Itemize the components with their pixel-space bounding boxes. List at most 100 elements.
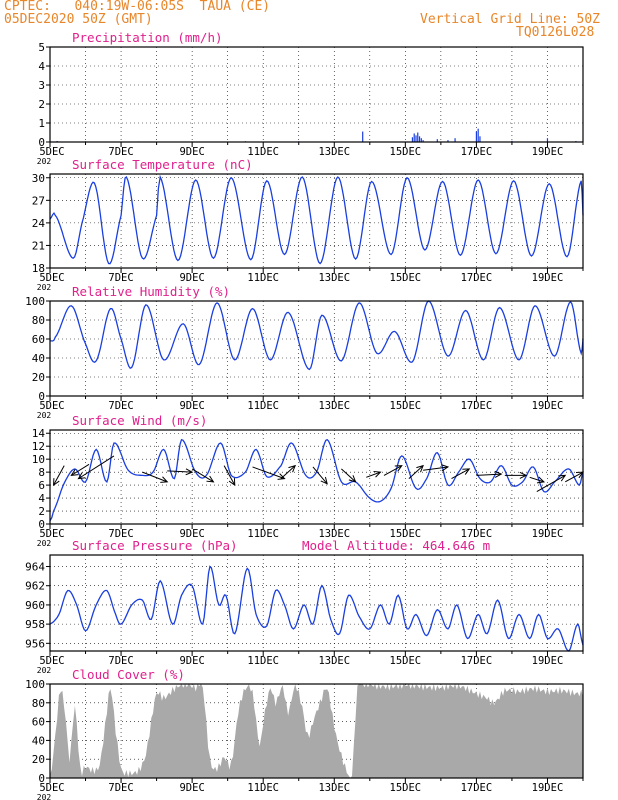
temp-xlabel-4: 13DEC [318, 272, 350, 284]
temp-series-line [49, 174, 584, 265]
wind-arrow-head-4 [185, 468, 194, 476]
wind-arrow-head-18 [536, 476, 546, 484]
wind-ylabel-5: 10 [32, 453, 45, 466]
rh-xlabel-1: 7DEC [108, 400, 133, 412]
rh-frame [49, 300, 584, 397]
precip-bar-11 [418, 136, 421, 142]
wind-arrow-shaft-2 [78, 455, 115, 480]
rh-ylabel-1: 20 [32, 371, 45, 384]
temp-year-fragment: 202 [37, 283, 52, 292]
precip-bar-13 [422, 140, 424, 142]
wind-arrow-head-12 [394, 465, 403, 472]
wind-arrow-head-15 [462, 468, 471, 475]
precip-bar-18 [477, 128, 479, 142]
rh-title: Relative Humidity (%) [72, 284, 230, 299]
cloud-xlabel-5: 15DEC [390, 782, 422, 794]
rh-xlabel-3: 11DEC [247, 400, 279, 412]
wind-frame [49, 429, 584, 525]
precip-xlabel-1: 7DEC [108, 146, 133, 158]
precip-bar-15 [447, 140, 449, 142]
precip-bar-10 [417, 132, 419, 142]
precip-bar-16 [454, 138, 456, 142]
precip-bar-21 [546, 138, 549, 142]
wind-xlabel-7: 19DEC [532, 528, 564, 540]
wind-arrow-head-13 [416, 464, 424, 473]
temp-xlabel-0: 5DEC [39, 272, 64, 284]
wind-arrow-head-11 [373, 470, 382, 478]
cloud-ylabel-3: 60 [32, 716, 45, 729]
precip-bar-9 [415, 135, 417, 142]
wind-series-line [49, 438, 584, 522]
wind-arrow-shaft-8 [280, 465, 296, 479]
header-right-1: Vertical Grid Line: 50Z [420, 12, 601, 27]
pressure-xlabel-7: 19DEC [532, 655, 564, 667]
temp-frame [49, 173, 584, 269]
pressure-xlabel-0: 5DEC [39, 655, 64, 667]
pressure-frame [49, 554, 584, 652]
pressure-xlabel-6: 17DEC [461, 655, 493, 667]
rh-xlabel-5: 15DEC [390, 400, 422, 412]
wind-arrow-shaft-12 [383, 465, 403, 476]
precip-bar-6 [362, 131, 364, 142]
cloud-year-fragment: 202 [37, 793, 52, 800]
wind-arrow-shaft-18 [529, 476, 545, 483]
precip-xlabel-7: 19DEC [532, 146, 564, 158]
pressure-ylabel-0: 956 [25, 637, 45, 650]
wind-arrow-shaft-11 [366, 471, 381, 478]
wind-arrow-head-10 [348, 475, 357, 483]
wind-arrow-head-8 [288, 464, 297, 473]
wind-arrow-head-0 [53, 478, 60, 487]
wind-xlabel-4: 13DEC [318, 528, 350, 540]
precip-xlabel-3: 11DEC [247, 146, 279, 158]
wind-arrow-shaft-20 [564, 471, 584, 483]
pressure-year-fragment: 202 [37, 666, 52, 675]
precip-xlabel-0: 5DEC [39, 146, 64, 158]
header-line-1: CPTEC: 040:19W-06:05S TAUA (CE) [4, 0, 271, 14]
rh-xlabel-6: 17DEC [461, 400, 493, 412]
pressure-ylabel-4: 964 [25, 561, 45, 574]
wind-arrow-shaft-13 [408, 465, 424, 479]
rh-year-fragment: 202 [37, 411, 52, 420]
precip-ylabel-5: 5 [38, 41, 45, 54]
pressure-xlabel-2: 9DEC [179, 655, 204, 667]
precip-xlabel-2: 9DEC [179, 146, 204, 158]
cloud-ylabel-0: 0 [38, 772, 45, 785]
wind-arrow-shaft-15 [451, 468, 470, 480]
wind-arrow-shaft-0 [53, 465, 65, 486]
wind-ylabel-4: 8 [38, 466, 45, 479]
cloud-xlabel-3: 11DEC [247, 782, 279, 794]
precip-ylabel-4: 4 [38, 60, 45, 73]
rh-xlabel-2: 9DEC [179, 400, 204, 412]
header-right-2: TQ0126L028 [516, 25, 595, 40]
rh-xlabel-0: 5DEC [39, 400, 64, 412]
temp-xlabel-2: 9DEC [179, 272, 204, 284]
precip-frame [49, 46, 584, 143]
wind-arrow-head-14 [441, 464, 450, 472]
wind-year-fragment: 202 [37, 539, 52, 548]
header-line-2: 05DEC2020 50Z (GMT) [4, 12, 153, 27]
wind-arrow-head-5 [206, 475, 215, 483]
temp-xlabel-1: 7DEC [108, 272, 133, 284]
pressure-ylabel-1: 958 [25, 618, 45, 631]
wind-arrow-shaft-1 [71, 463, 90, 476]
wind-arrow-shaft-14 [423, 466, 449, 471]
precip-xlabel-6: 17DEC [461, 146, 493, 158]
cloud-title: Cloud Cover (%) [72, 667, 185, 682]
wind-arrow-head-17 [519, 471, 528, 479]
rh-ylabel-4: 80 [32, 314, 45, 327]
precip-bar-8 [413, 133, 415, 142]
wind-arrow-head-16 [494, 470, 503, 478]
precip-bar-7 [411, 137, 414, 142]
cloud-xlabel-0: 5DEC [39, 782, 64, 794]
wind-ylabel-1: 2 [38, 505, 45, 518]
temp-xlabel-6: 17DEC [461, 272, 493, 284]
wind-arrow-shaft-10 [341, 468, 356, 483]
rh-ylabel-5: 100 [25, 295, 45, 308]
precip-bar-19 [479, 136, 481, 142]
pressure-xlabel-4: 13DEC [318, 655, 350, 667]
pressure-ylabel-3: 962 [25, 580, 45, 593]
cloud-xlabel-4: 13DEC [318, 782, 350, 794]
cloud-ylabel-1: 20 [32, 753, 45, 766]
wind-title: Surface Wind (m/s) [72, 413, 207, 428]
